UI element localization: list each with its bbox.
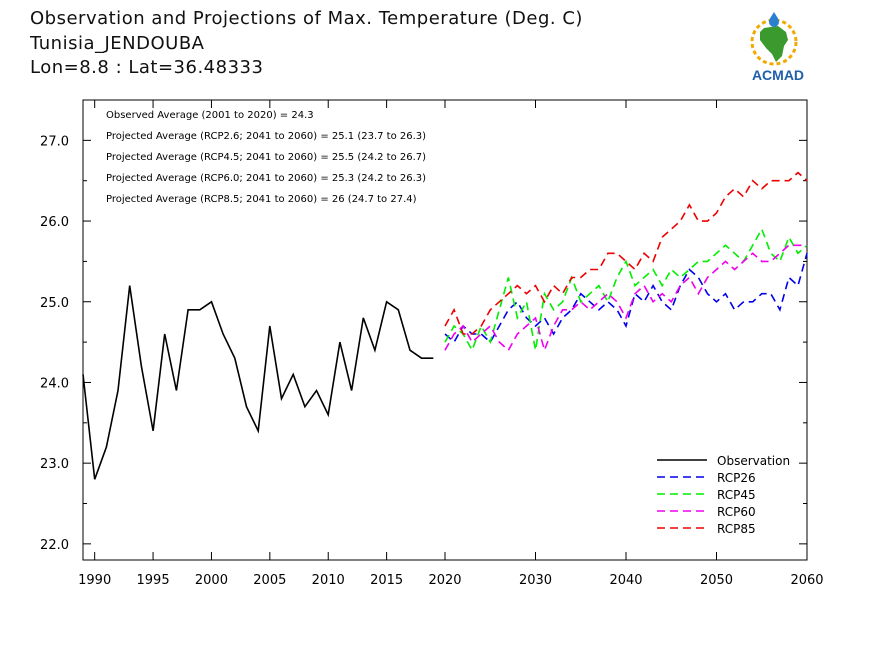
average-annotation: Projected Average (RCP6.0; 2041 to 2060)… <box>106 173 426 184</box>
series-line-observation <box>82 285 434 480</box>
x-tick-label: 2050 <box>700 573 733 588</box>
average-annotation: Projected Average (RCP8.5; 2041 to 2060)… <box>106 194 417 205</box>
x-tick-label: 1990 <box>78 573 111 588</box>
x-tick-label: 2015 <box>370 573 403 588</box>
acmad-logo: ACMAD <box>750 12 804 83</box>
africa-map-logo <box>750 12 798 66</box>
y-tick-label: 27.0 <box>40 134 69 149</box>
x-tick-label: 2000 <box>195 573 228 588</box>
series-line-rcp26 <box>444 253 808 344</box>
x-tick-label: 2040 <box>609 573 642 588</box>
y-tick-label: 26.0 <box>40 215 69 230</box>
y-tick-label: 24.0 <box>40 376 69 391</box>
legend-label: RCP26 <box>717 471 756 485</box>
plot-frame <box>82 99 808 561</box>
chart-title: Observation and Projections of Max. Temp… <box>30 8 583 29</box>
legend-label: RCP85 <box>717 522 756 536</box>
station-name: Tunisia_JENDOUBA <box>30 33 205 54</box>
annotations: Observed Average (2001 to 2020) = 24.3 Pr… <box>106 110 426 205</box>
series-line-rcp60 <box>444 244 807 353</box>
x-tick-label: 2060 <box>790 573 823 588</box>
average-annotation: Observed Average (2001 to 2020) = 24.3 <box>106 110 314 121</box>
legend-label: RCP45 <box>717 488 756 502</box>
x-tick-label: 2010 <box>312 573 345 588</box>
legend-label: Observation <box>717 454 790 468</box>
legend-label: RCP60 <box>717 505 756 519</box>
series-line-rcp85 <box>444 171 808 335</box>
x-tick-label: 2030 <box>519 573 552 588</box>
y-tick-label: 25.0 <box>40 296 69 311</box>
logo-text: ACMAD <box>752 67 804 83</box>
average-annotation: Projected Average (RCP2.6; 2041 to 2060)… <box>106 131 426 142</box>
series-lines <box>82 171 808 480</box>
average-annotation: Projected Average (RCP4.5; 2041 to 2060)… <box>106 152 426 163</box>
y-tick-label: 23.0 <box>40 457 69 472</box>
series-line-rcp45 <box>444 227 808 353</box>
x-tick-label: 2020 <box>428 573 461 588</box>
x-tick-label: 1995 <box>137 573 170 588</box>
y-tick-label: 22.0 <box>40 538 69 553</box>
axis-ticks: 22.0 23.0 24.0 25.0 26.0 27.0 1990 1995 2000 2005… <box>40 100 824 588</box>
station-coords: Lon=8.8 : Lat=36.48333 <box>30 57 264 78</box>
legend: Observation RCP26 RCP45 RCP60 RCP85 <box>657 454 790 536</box>
x-tick-label: 2005 <box>253 573 286 588</box>
